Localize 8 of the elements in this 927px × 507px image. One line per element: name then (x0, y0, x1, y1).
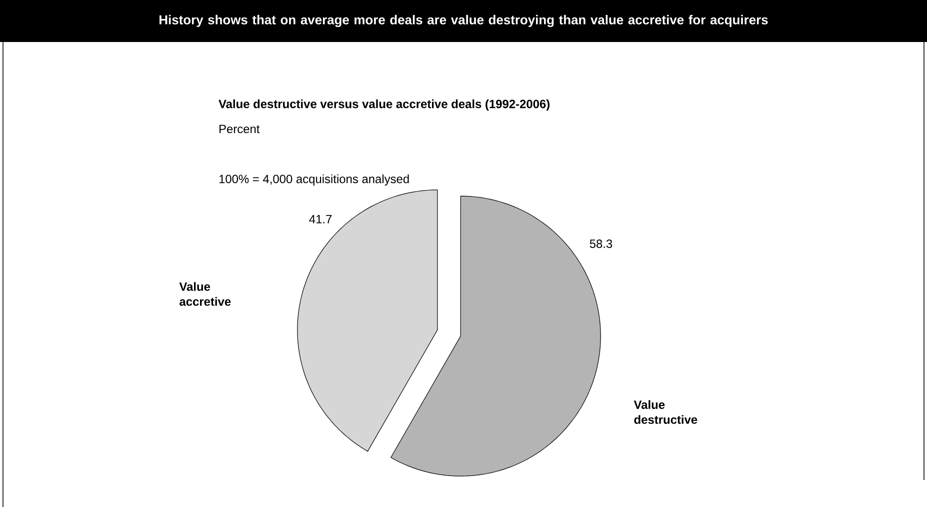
data-label: 41.7 (309, 214, 332, 224)
data-label: 58.3 (590, 239, 612, 248)
chart-subtitle: Value destructive versus value accretive deals (1992-2006) (218, 99, 550, 110)
text: 100% = 4,000 acquisitions analysed (219, 174, 409, 186)
slice-label: Value accretive (179, 282, 231, 306)
slice-label: Value destructive (634, 400, 698, 424)
text: Percent (220, 124, 260, 133)
chart-title: History shows that on average more deals are value destroying than value accretive for acquirers (160, 14, 768, 27)
